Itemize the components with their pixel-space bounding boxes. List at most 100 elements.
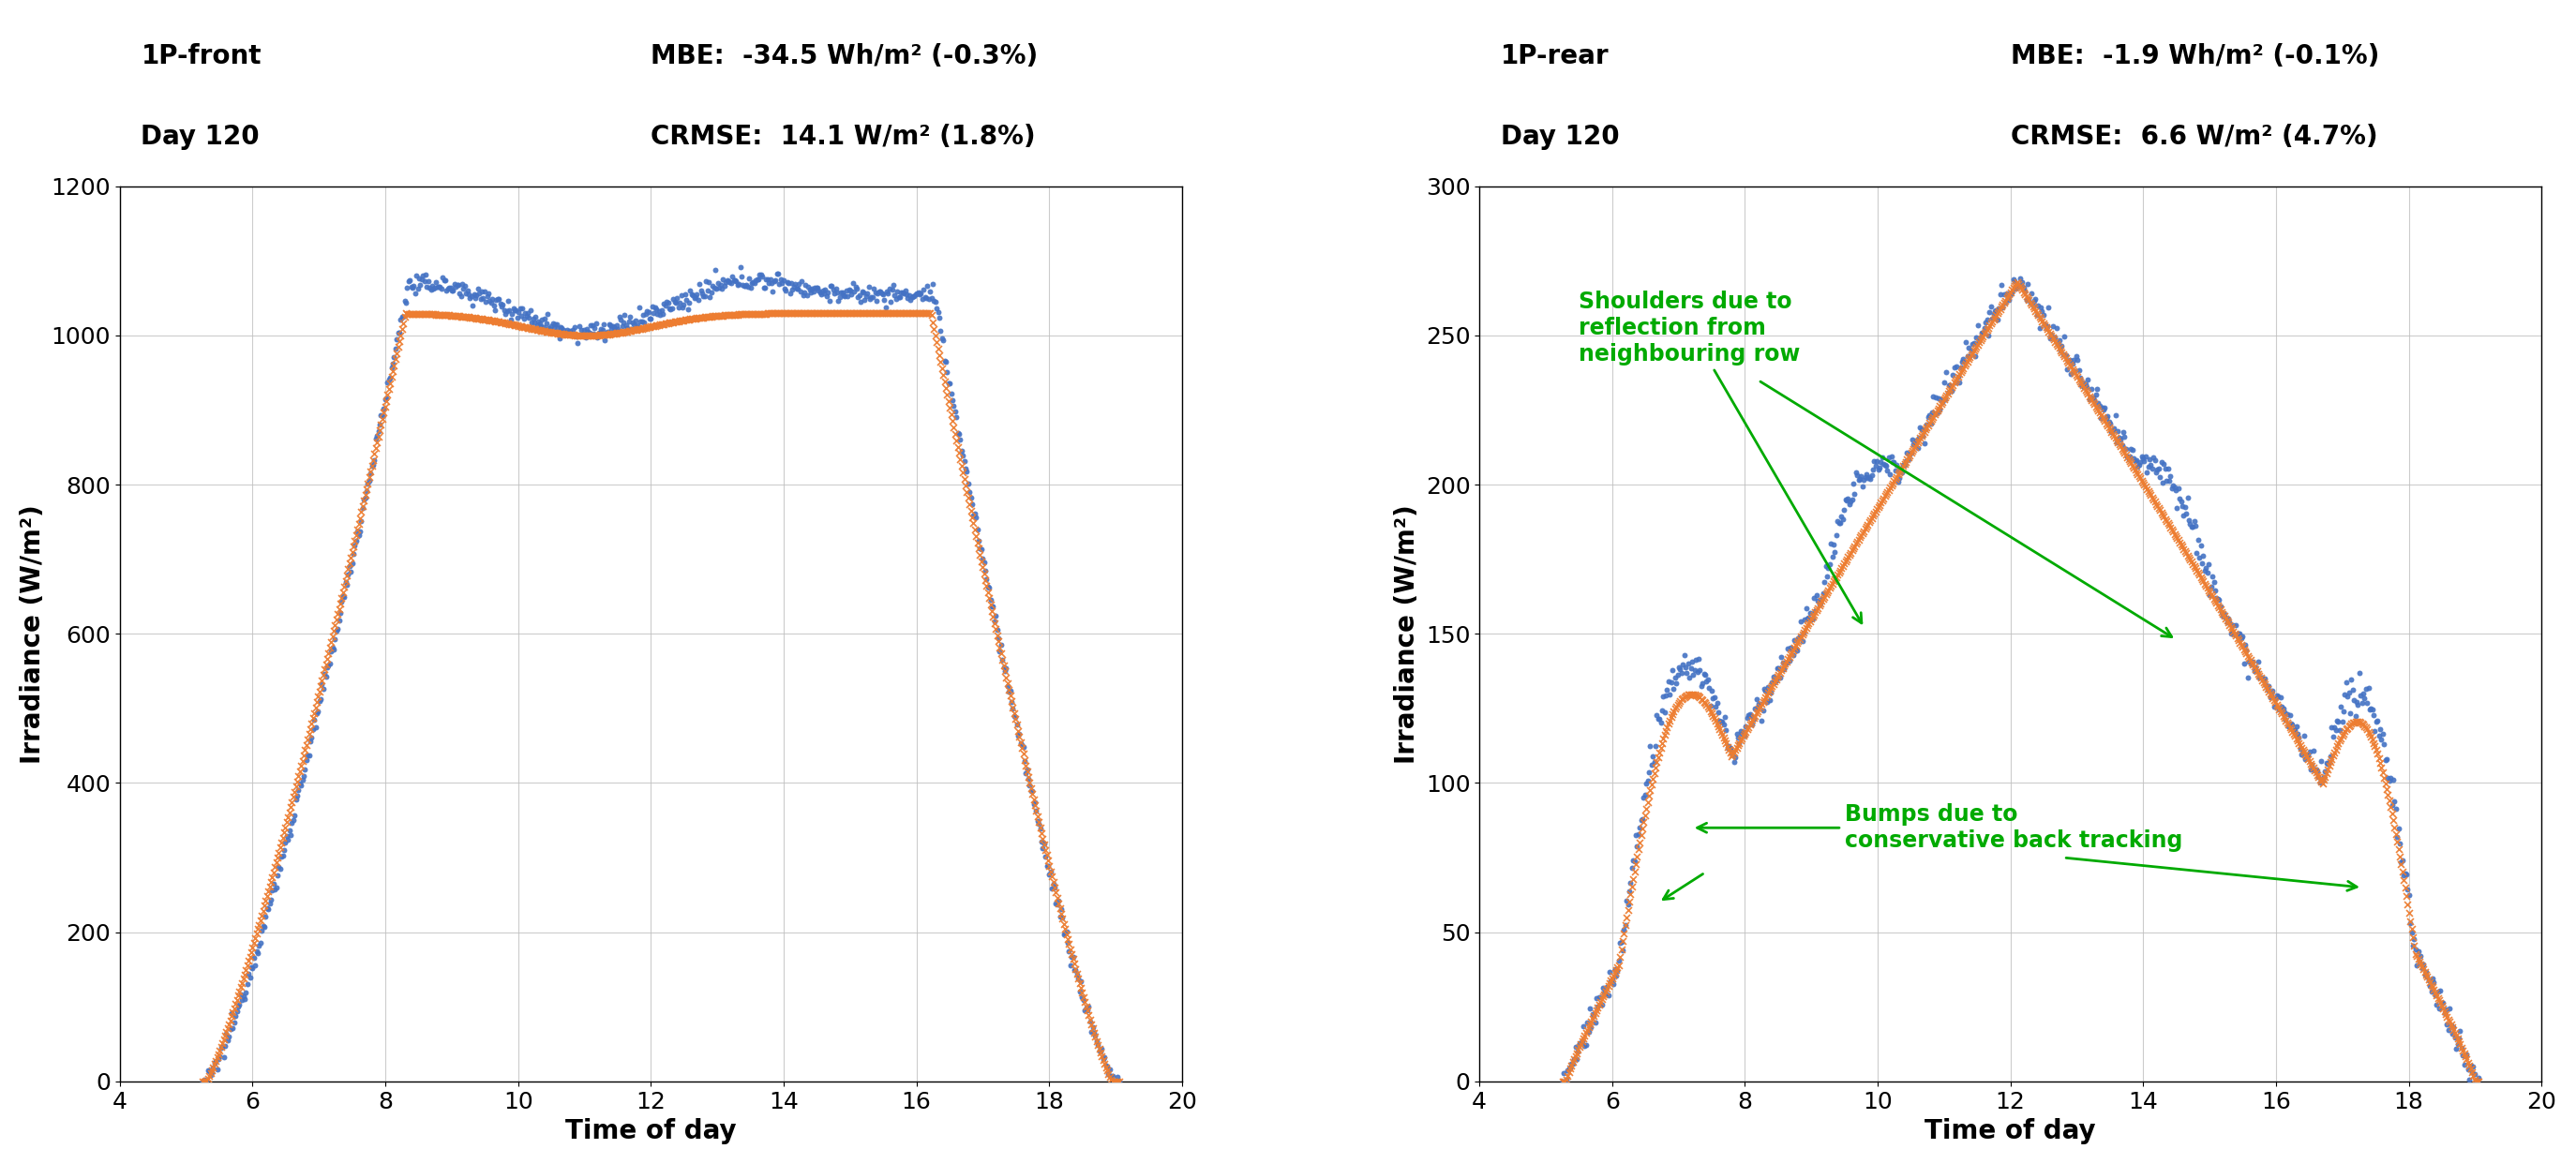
Point: [2357, 711, 2398, 730]
Point: [2450, 1056, 2491, 1074]
Point: [2406, 967, 2447, 986]
Point: [2123, 452, 2164, 470]
Point: [1084, 1058, 1126, 1077]
Point: [381, 307, 422, 326]
Point: [603, 313, 644, 332]
Point: [2290, 743, 2331, 761]
Point: [2450, 1070, 2491, 1088]
Point: [734, 271, 775, 290]
Point: [2004, 285, 2045, 304]
Point: [531, 322, 572, 341]
Point: [353, 450, 394, 469]
Point: [1605, 916, 1646, 935]
Point: [528, 322, 569, 341]
Point: [2032, 328, 2074, 347]
Point: [1940, 374, 1981, 392]
Point: [765, 279, 806, 298]
Point: [1566, 1013, 1607, 1031]
Point: [662, 311, 703, 329]
Point: [2012, 297, 2053, 315]
Point: [616, 320, 657, 339]
Point: [2210, 623, 2251, 641]
Point: [2375, 792, 2416, 810]
Point: [999, 733, 1041, 752]
Point: [634, 317, 675, 335]
Point: [2200, 597, 2241, 616]
Point: [2264, 703, 2306, 722]
Point: [793, 278, 835, 297]
Point: [2136, 495, 2177, 513]
Point: [2269, 721, 2311, 739]
Point: [2208, 616, 2249, 634]
Point: [263, 840, 304, 859]
Point: [863, 304, 904, 322]
Point: [708, 272, 750, 291]
Point: [683, 308, 724, 327]
Point: [1935, 374, 1976, 392]
Point: [778, 279, 819, 298]
Point: [1015, 793, 1056, 811]
Point: [2084, 410, 2125, 428]
Point: [518, 320, 559, 339]
Point: [2349, 728, 2391, 746]
Point: [2280, 739, 2321, 758]
Point: [1597, 951, 1638, 970]
Point: [992, 700, 1033, 718]
Point: [1574, 1003, 1615, 1022]
Point: [2236, 660, 2277, 679]
Point: [1054, 960, 1095, 979]
Point: [240, 910, 281, 929]
Point: [394, 304, 435, 322]
Point: [407, 271, 448, 290]
Point: [1749, 681, 1790, 700]
Point: [283, 740, 325, 759]
Point: [2089, 412, 2130, 431]
Point: [2406, 965, 2447, 984]
Point: [1736, 698, 1777, 717]
Point: [989, 681, 1030, 700]
Point: [209, 1028, 250, 1046]
Point: [309, 655, 350, 674]
Point: [1669, 659, 1710, 677]
Point: [914, 319, 956, 338]
Point: [260, 838, 301, 857]
Point: [1718, 733, 1759, 752]
Point: [623, 305, 665, 324]
Point: [337, 526, 379, 545]
Point: [2427, 1021, 2468, 1039]
Point: [2218, 629, 2259, 647]
Point: [1582, 991, 1623, 1009]
Point: [912, 289, 953, 307]
Point: [1028, 857, 1069, 875]
Point: [1932, 376, 1973, 395]
Point: [1610, 858, 1651, 876]
Point: [2321, 712, 2362, 731]
Point: [340, 509, 381, 527]
Point: [507, 319, 549, 338]
Point: [1584, 982, 1625, 1001]
Point: [1821, 508, 1862, 526]
Point: [2357, 726, 2398, 745]
Point: [2409, 971, 2450, 989]
Point: [1700, 719, 1741, 738]
Point: [2360, 730, 2401, 748]
Point: [1654, 700, 1695, 718]
Point: [2447, 1050, 2488, 1069]
Point: [1844, 521, 1886, 540]
Point: [474, 297, 515, 315]
Point: [2058, 370, 2099, 389]
Point: [556, 326, 598, 345]
Point: [2110, 454, 2151, 473]
Point: [925, 353, 966, 371]
Point: [2380, 847, 2421, 866]
Point: [299, 676, 340, 695]
Point: [981, 650, 1023, 668]
Point: [386, 278, 428, 297]
Point: [778, 304, 819, 322]
Point: [2210, 625, 2251, 644]
Point: [829, 304, 871, 322]
Point: [1558, 1037, 1600, 1056]
Point: [471, 311, 513, 329]
Point: [878, 304, 920, 322]
Point: [1775, 639, 1816, 658]
